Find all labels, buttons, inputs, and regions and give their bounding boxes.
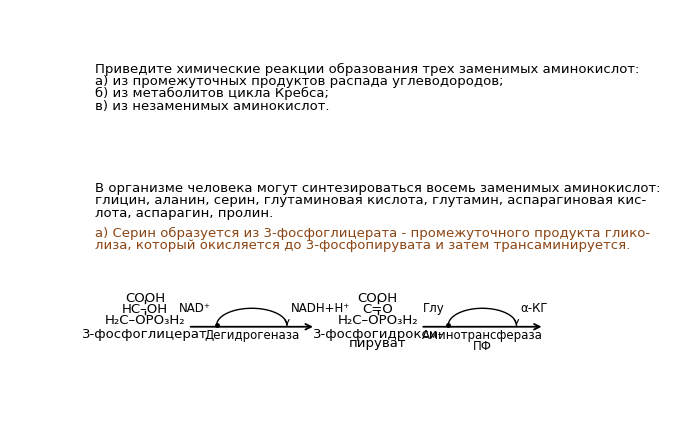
Text: Приведите химические реакции образования трех заменимых аминокислот:: Приведите химические реакции образования…	[95, 63, 639, 76]
Text: H₂C–OPO₃H₂: H₂C–OPO₃H₂	[105, 314, 185, 327]
Text: лиза, который окисляется до 3-фосфопирувата и затем трансаминируется.: лиза, который окисляется до 3-фосфопирув…	[95, 239, 630, 252]
Text: В организме человека могут синтезироваться восемь заменимых аминокислот:: В организме человека могут синтезировать…	[95, 182, 660, 195]
Text: в) из незаменимых аминокислот.: в) из незаменимых аминокислот.	[95, 100, 330, 113]
Text: Аминотрансфераза: Аминотрансфераза	[422, 329, 543, 342]
Text: лота, аспарагин, пролин.: лота, аспарагин, пролин.	[95, 206, 273, 220]
Text: NAD⁺: NAD⁺	[178, 302, 210, 315]
Text: а) из промежуточных продуктов распада углеводородов;: а) из промежуточных продуктов распада уг…	[95, 75, 503, 88]
Text: а) Серин образуется из 3-фосфоглицерата - промежуточного продукта глико-: а) Серин образуется из 3-фосфоглицерата …	[95, 227, 650, 240]
Text: Дегидрогеназа: Дегидрогеназа	[204, 329, 300, 342]
Text: 3-фосфоглицерат: 3-фосфоглицерат	[82, 328, 208, 340]
Text: пируват: пируват	[349, 337, 406, 350]
Text: ПФ: ПФ	[473, 340, 492, 353]
Text: C=O: C=O	[362, 303, 393, 316]
Text: NADH+H⁺: NADH+H⁺	[291, 302, 350, 315]
Text: 3-фосфогидрокси-: 3-фосфогидрокси-	[312, 328, 443, 340]
Text: α-КГ: α-КГ	[521, 302, 548, 315]
Text: глицин, аланин, серин, глутаминовая кислота, глутамин, аспарагиновая кис-: глицин, аланин, серин, глутаминовая кисл…	[95, 194, 646, 207]
Text: HC–OH: HC–OH	[122, 303, 168, 316]
Text: COOH: COOH	[358, 292, 398, 305]
Text: H₂C–OPO₃H₂: H₂C–OPO₃H₂	[337, 314, 418, 327]
Text: Глу: Глу	[422, 302, 445, 315]
Text: COOH: COOH	[125, 292, 165, 305]
Text: б) из метаболитов цикла Кребса;: б) из метаболитов цикла Кребса;	[95, 87, 329, 101]
